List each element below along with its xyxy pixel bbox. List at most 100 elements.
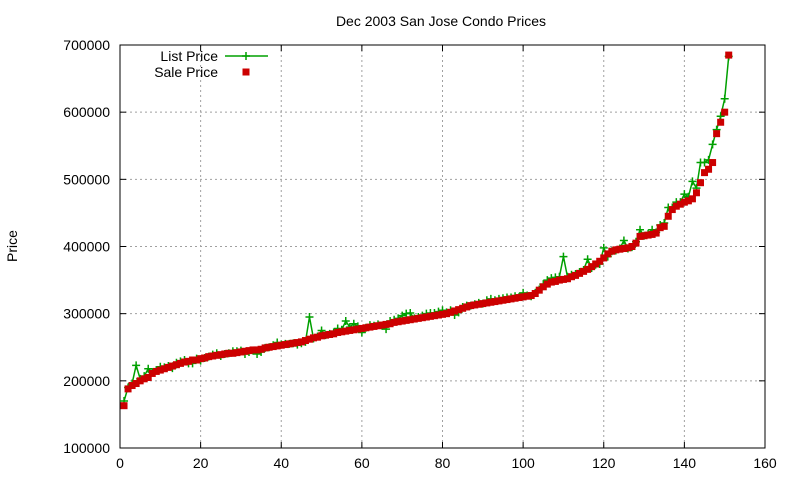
data-point	[164, 363, 172, 371]
data-point	[616, 245, 624, 253]
data-point	[527, 292, 535, 300]
data-point	[705, 165, 713, 173]
series-line	[123, 56, 730, 402]
data-point	[672, 202, 680, 210]
data-point	[237, 348, 245, 356]
data-point	[334, 328, 342, 336]
data-point	[354, 325, 362, 333]
data-point	[386, 320, 394, 328]
data-point	[233, 349, 241, 357]
data-point	[692, 189, 700, 197]
data-point	[217, 351, 225, 359]
data-point	[555, 276, 563, 284]
y-axis-ticks: 100000 200000 300000 400000 500000 600000 7000…	[63, 37, 765, 456]
data-point	[700, 158, 709, 167]
data-point	[370, 322, 378, 330]
y-tick-label: 600000	[63, 104, 110, 120]
y-tick-label: 300000	[63, 306, 110, 322]
data-point	[253, 346, 261, 354]
data-point	[519, 293, 527, 301]
data-point	[624, 244, 632, 252]
data-point	[636, 232, 644, 240]
data-point	[176, 359, 184, 367]
y-axis-label: Price	[4, 230, 20, 262]
data-point	[338, 328, 346, 336]
data-point	[604, 250, 612, 258]
data-point	[426, 312, 434, 320]
data-point	[539, 283, 547, 291]
data-point	[269, 343, 277, 351]
data-point	[160, 365, 168, 373]
data-point	[619, 236, 628, 245]
series-layer	[120, 51, 733, 410]
data-point	[205, 353, 213, 361]
data-point	[241, 347, 249, 355]
y-tick-label: 500000	[63, 171, 110, 187]
data-point	[547, 278, 555, 286]
data-point	[221, 350, 229, 358]
data-point	[322, 331, 330, 339]
data-point	[664, 212, 672, 220]
data-point	[326, 330, 334, 338]
x-tick-label: 140	[673, 455, 697, 471]
data-point	[612, 246, 620, 254]
data-point	[305, 313, 314, 322]
data-point	[479, 300, 487, 308]
data-point	[523, 292, 531, 300]
data-point	[491, 298, 499, 306]
data-point	[229, 349, 237, 357]
data-point	[362, 324, 370, 332]
data-point	[120, 402, 128, 410]
data-point	[281, 341, 289, 349]
data-point	[628, 243, 636, 250]
data-point	[717, 118, 725, 126]
data-point	[507, 295, 515, 303]
data-point	[293, 339, 301, 347]
data-point	[451, 307, 459, 315]
data-point	[483, 299, 491, 307]
data-point	[350, 326, 358, 334]
data-point	[418, 314, 426, 322]
data-point	[132, 380, 140, 388]
data-point	[709, 159, 717, 167]
data-point	[301, 337, 309, 345]
data-point	[584, 265, 592, 273]
data-point	[660, 222, 668, 230]
data-point	[289, 339, 297, 347]
data-point	[185, 357, 193, 365]
data-point	[720, 94, 729, 103]
data-point	[341, 317, 350, 326]
chart-title: Dec 2003 San Jose Condo Prices	[336, 13, 546, 29]
data-point	[680, 190, 689, 199]
x-tick-label: 20	[193, 455, 209, 471]
data-point	[588, 263, 596, 271]
data-point	[515, 294, 523, 302]
data-point	[398, 317, 406, 325]
data-point	[439, 310, 446, 318]
data-point	[463, 303, 471, 311]
data-point	[644, 231, 652, 239]
data-point	[535, 286, 543, 294]
data-point	[599, 243, 608, 252]
data-point	[572, 271, 580, 279]
data-point	[257, 345, 265, 353]
data-point	[402, 316, 410, 324]
data-point	[318, 332, 326, 340]
data-point	[701, 169, 709, 177]
data-point	[499, 296, 507, 304]
data-point	[265, 343, 273, 351]
x-tick-label: 0	[116, 455, 124, 471]
data-point	[563, 275, 571, 283]
x-tick-label: 80	[435, 455, 451, 471]
x-tick-label: 160	[753, 455, 777, 471]
data-point	[277, 341, 285, 349]
data-point	[467, 302, 475, 310]
data-point	[172, 361, 180, 369]
data-point	[652, 229, 660, 237]
x-tick-label: 40	[273, 455, 289, 471]
data-point	[721, 108, 729, 116]
data-point	[600, 254, 608, 262]
data-point	[181, 358, 188, 366]
data-point	[576, 269, 584, 277]
data-point	[410, 315, 418, 323]
